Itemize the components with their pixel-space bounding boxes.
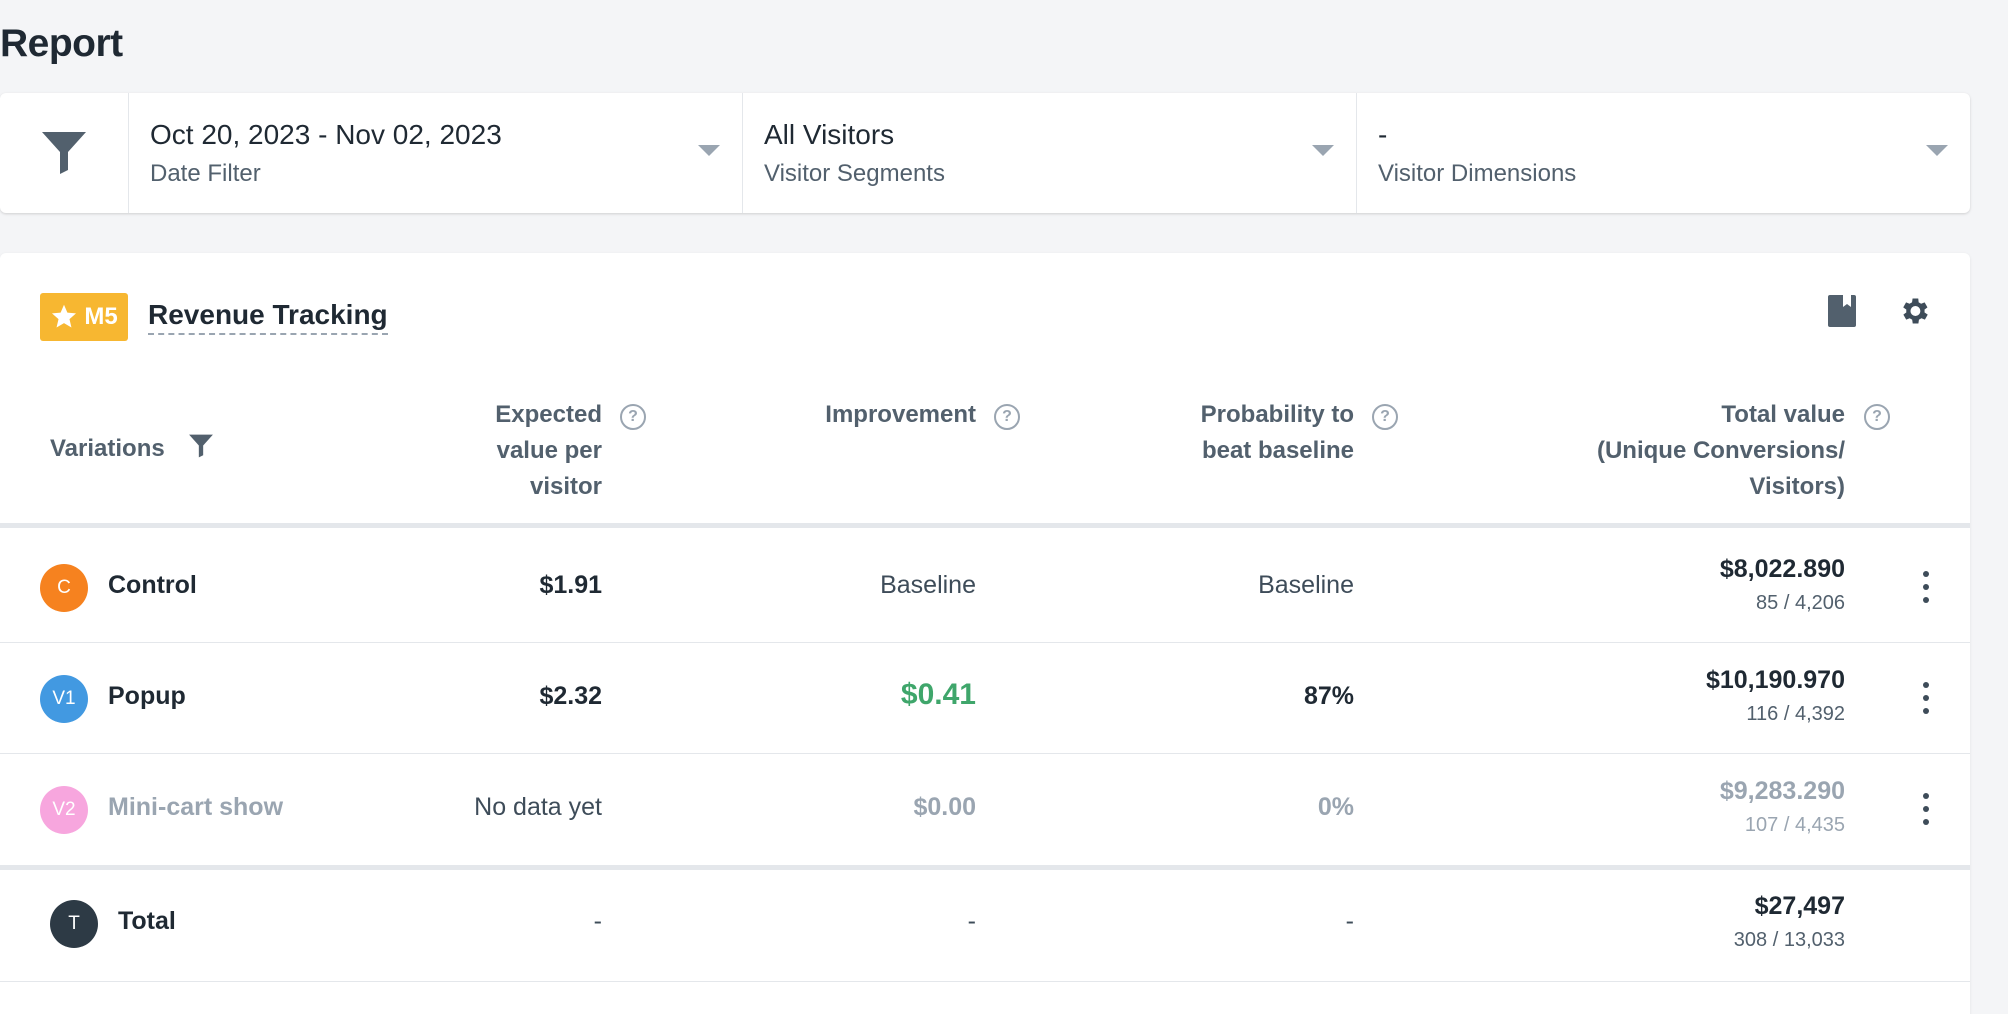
conversions-visitors-cell: 107 / 4,435 [1744,814,1845,836]
page-title: Report [0,22,123,65]
notebook-icon [1828,295,1856,327]
star-icon [52,304,77,328]
visitor-segments-value: All Visitors [764,119,895,150]
total-value-cell: $8,022.890 [1719,555,1845,583]
visitor-dimensions-value: - [1378,119,1388,150]
notebook-button[interactable] [1824,291,1860,331]
table-row: V2 Mini-cart show No data yet $0.00 0% $… [0,755,1970,865]
help-icon[interactable]: ? [1372,404,1398,430]
table-header: Variations Expected value per visitor ? … [0,401,1970,528]
funnel-icon [42,132,86,174]
probability-cell: 87% [1303,682,1354,710]
metric-name-link[interactable]: Revenue Tracking [148,299,388,335]
expected-value-cell: $1.91 [539,571,602,599]
variation-name: Control [108,571,197,599]
metric-header: M5 Revenue Tracking [40,293,388,341]
total-label: Total [118,907,176,935]
kebab-menu-icon[interactable] [1920,793,1932,825]
expected-value-cell: $2.32 [539,682,602,710]
expected-value-header-line: visitor [529,473,602,500]
variation-name: Popup [108,682,186,710]
conversions-visitors-cell: 116 / 4,392 [1746,703,1845,725]
total-value-header-line: Visitors) [1749,473,1845,500]
date-filter-label: Date Filter [150,160,261,187]
help-icon[interactable]: ? [620,404,646,430]
visitor-segments-label: Visitor Segments [764,160,945,187]
visitor-dimensions-dropdown[interactable]: - Visitor Dimensions [1357,93,1970,213]
improvement-cell: - [967,907,976,935]
help-icon[interactable]: ? [994,404,1020,430]
improvement-cell: $0.00 [913,793,976,821]
column-header-expected-value: Expected value per visitor [402,397,602,505]
filter-bar: Oct 20, 2023 - Nov 02, 2023 Date Filter … [0,93,1970,213]
probability-header-line: Probability to [1200,401,1354,428]
total-value-cell: $10,190.970 [1705,666,1845,694]
column-header-probability: Probability to beat baseline [1104,397,1354,469]
chevron-down-icon [698,145,720,156]
probability-cell: - [1345,907,1354,935]
variation-avatar: C [40,564,88,612]
total-value-header-line: (Unique Conversions/ [1596,437,1845,464]
expected-value-header-line: value per [496,437,602,464]
variations-header-label: Variations [50,435,165,462]
column-header-improvement: Improvement [726,397,976,433]
date-filter-value: Oct 20, 2023 - Nov 02, 2023 [150,119,502,150]
chevron-down-icon [1312,145,1334,156]
date-filter-dropdown[interactable]: Oct 20, 2023 - Nov 02, 2023 Date Filter [129,93,743,213]
kebab-menu-icon[interactable] [1920,571,1932,603]
report-card: M5 Revenue Tracking Variations Expected … [0,253,1970,1014]
help-icon[interactable]: ? [1864,404,1890,430]
variation-avatar: V1 [40,675,88,723]
improvement-cell: $0.41 [900,678,976,711]
expected-value-cell: No data yet [474,793,602,821]
column-header-variations: Variations [50,431,165,467]
conversions-visitors-cell: 85 / 4,206 [1756,592,1845,614]
column-header-total-value: Total value (Unique Conversions/ Visitor… [1495,397,1845,505]
total-row: T Total - - - $27,497 308 / 13,033 [0,865,1970,982]
probability-header-line: beat baseline [1201,437,1354,464]
probability-cell: Baseline [1258,571,1354,599]
variation-name: Mini-cart show [108,793,284,821]
variation-avatar: V2 [40,786,88,834]
conversions-visitors-cell: 308 / 13,033 [1733,929,1845,951]
expected-value-cell: - [593,907,602,935]
metric-badge-label: M5 [84,303,118,330]
chevron-down-icon [1926,145,1948,156]
total-value-header-line: Total value [1721,401,1845,428]
visitor-segments-dropdown[interactable]: All Visitors Visitor Segments [743,93,1357,213]
table-row: V1 Popup $2.32 $0.41 87% $10,190.970 116… [0,644,1970,754]
table-row: C Control $1.91 Baseline Baseline $8,022… [0,533,1970,643]
total-value-cell: $9,283.290 [1719,777,1845,805]
expected-value-header-line: Expected [495,401,602,428]
funnel-icon[interactable] [188,433,214,459]
improvement-header-label: Improvement [825,401,976,428]
probability-cell: 0% [1317,793,1354,821]
settings-button[interactable] [1896,291,1932,331]
card-actions [1824,291,1932,331]
filter-toggle-button[interactable] [0,93,129,213]
visitor-dimensions-label: Visitor Dimensions [1378,160,1577,187]
total-avatar: T [50,900,98,948]
improvement-cell: Baseline [880,571,976,599]
metric-badge: M5 [40,293,128,341]
gear-icon [1903,298,1928,324]
total-value-cell: $27,497 [1754,892,1845,920]
kebab-menu-icon[interactable] [1920,682,1932,714]
